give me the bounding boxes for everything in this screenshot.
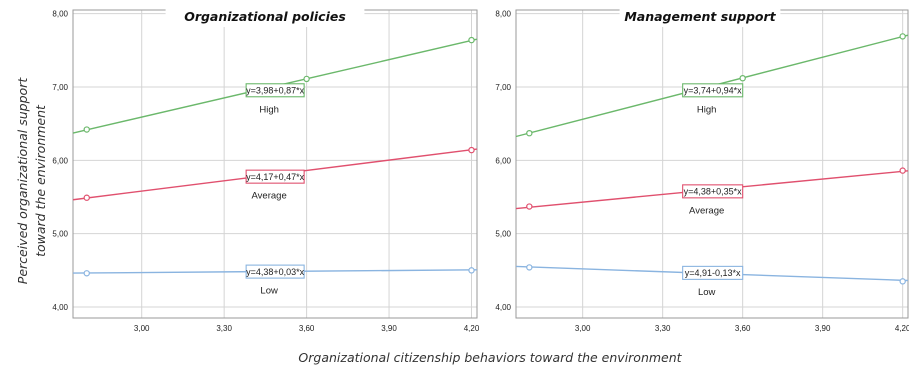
x-tick-label: 3,30 [216,324,232,333]
x-tick-label: 3,60 [735,324,751,333]
x-tick-label: 3,90 [381,324,397,333]
series-level-label-high: High [697,104,717,115]
data-point-high [83,126,90,133]
x-tick-label: 4,20 [895,324,909,333]
equation-box-high [245,83,305,98]
equation-box-average [245,169,305,184]
chart-panel-1: Organizational policies 4,00 5,00 6,00 7,00 8… [52,8,480,333]
data-point-high [899,33,906,40]
data-point-low [83,270,90,277]
y-tick-label: 8,00 [52,10,68,19]
x-tick-label: 3,60 [299,324,315,333]
series-level-label-low: Low [260,286,278,297]
x-tick-label: 3,90 [815,324,831,333]
equation-box-low [245,264,305,279]
y-tick-label: 8,00 [495,10,511,19]
equation-box-low [682,265,744,280]
data-point-average [526,203,533,210]
y-axis-label-line1: Perceived organizational support [15,77,30,285]
y-tick-label: 6,00 [495,156,511,165]
x-tick-label: 3,00 [134,324,150,333]
data-point-high [526,129,533,137]
y-axis-label-line2: toward the environment [33,104,48,257]
equation-label-average: y=4,38+0,35*x [684,187,743,197]
chart-title: Management support [624,9,776,24]
data-point-high [468,36,475,44]
title-backing [619,8,781,27]
x-tick-label: 3,30 [655,324,671,333]
y-tick-label: 7,00 [495,83,511,92]
series-level-label-high: High [259,104,279,115]
data-point-low [526,264,533,271]
data-point-average [468,146,475,154]
data-point-average [899,167,906,174]
series-level-label-low: Low [698,287,716,298]
equation-box-average [682,184,744,199]
series-level-label-average: Average [689,205,724,216]
x-axis-label: Organizational citizenship behaviors tow… [298,350,682,365]
data-point-low [899,278,906,285]
y-tick-label: 5,00 [52,230,68,239]
data-point-low [468,267,475,274]
y-tick-label: 5,00 [495,230,511,239]
chart-panel-2: Management support 4,00 5,00 6,00 7,00 8,00 3,… [495,8,909,333]
y-tick-label: 7,00 [52,83,68,92]
chart-title: Organizational policies [184,9,346,24]
equation-label-average: y=4,17+0,47*x [246,172,305,182]
data-point-high [739,74,746,82]
equation-label-low: y=4,91-0,13*x [685,268,741,278]
x-tick-label: 3,00 [575,324,591,333]
y-tick-label: 4,00 [52,303,68,312]
y-tick-label: 6,00 [52,156,68,165]
data-point-average [83,194,90,201]
equation-box-high [682,83,744,98]
equation-label-high: y=3,74+0,94*x [684,86,743,96]
equation-label-low: y=4,38+0,03*x [246,267,305,277]
data-point-high [303,75,310,83]
x-tick-label: 4,20 [464,324,480,333]
title-backing [165,8,365,27]
equation-label-high: y=3,98+0,87*x [246,85,305,95]
y-tick-label: 4,00 [495,303,511,312]
series-level-label-average: Average [252,191,287,202]
